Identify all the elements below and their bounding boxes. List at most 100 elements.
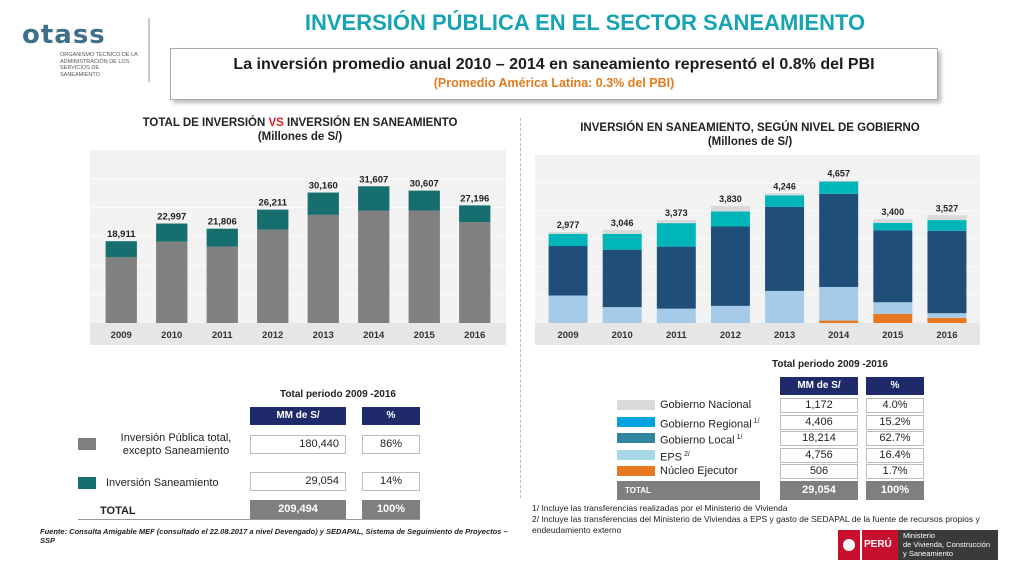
x-tick-2014: 2014	[363, 330, 385, 341]
x-tick-2016: 2016	[936, 330, 957, 341]
bar-2012-series-2	[710, 226, 750, 306]
left-row1-pct: 86%	[362, 435, 420, 454]
bar-2016-series-4	[927, 215, 967, 221]
bar-2009-series-1	[548, 295, 588, 323]
right-row-label-2: Gobierno Local 1/	[660, 431, 778, 448]
logo-subtitle: Organismo Técnico de la Administración d…	[60, 52, 138, 78]
footnote-marker: 2/	[682, 450, 690, 458]
right-legend-swatch-1	[617, 416, 655, 427]
right-row-value-0: 1,172	[780, 398, 858, 413]
bar-2012-series-4	[710, 206, 750, 212]
bar-2009-series-0	[105, 257, 137, 323]
bar-2010-series-2	[602, 249, 642, 308]
total-label-2015: 3,400	[882, 207, 905, 217]
total-label-2013: 30,160	[309, 181, 338, 192]
bar-2014-series-3	[819, 181, 859, 194]
right-row-value-1: 4,406	[780, 414, 858, 430]
left-title-part2: INVERSIÓN EN SANEAMIENTO	[283, 117, 458, 129]
right-row-pct-4: 1.7%	[866, 464, 924, 479]
bar-2014-series-4	[819, 180, 859, 182]
section-divider	[520, 118, 521, 498]
right-table-col1-header: MM de S/	[780, 377, 858, 395]
bar-2014-series-0	[358, 210, 390, 323]
right-total-label: TOTAL	[617, 481, 760, 500]
bar-2011-series-2	[656, 246, 696, 309]
right-row-label-text: EPS	[660, 451, 683, 464]
bar-2015-series-4	[873, 219, 913, 223]
bar-2016-series-1	[927, 313, 967, 318]
bar-2011-series-1	[656, 308, 696, 323]
bar-2013-series-4	[765, 193, 805, 196]
ministry-country: PERÚ	[864, 539, 892, 550]
bar-2010-series-1	[156, 223, 188, 242]
right-row-label-text: Gobierno Nacional	[660, 399, 752, 411]
x-tick-2011: 2011	[212, 330, 233, 341]
x-tick-2014: 2014	[828, 330, 850, 341]
x-axis-band	[535, 323, 980, 345]
logo-divider	[148, 18, 150, 82]
right-row-label-text: Gobierno Regional	[660, 418, 752, 431]
total-label-2013: 4,246	[773, 181, 796, 191]
left-stacked-bar-chart: 18,911 22,997 21,806 26,211 30,160 31,607 30,6…	[90, 150, 506, 345]
left-table-title: Total periodo 2009 -2016	[280, 389, 396, 400]
source-note: Fuente: Consulta Amigable MEF (consultad…	[40, 527, 508, 545]
bar-2009-series-1	[105, 241, 137, 258]
bar-2012-series-3	[710, 211, 750, 227]
right-row-pct-2: 62.7%	[866, 431, 924, 446]
bar-2015-series-1	[873, 302, 913, 314]
left-total-rule	[78, 519, 420, 520]
left-chart-title: TOTAL DE INVERSIÓN VS INVERSIÓN EN SANEA…	[90, 116, 510, 144]
x-tick-2013: 2013	[313, 330, 334, 341]
bar-2010-series-1	[602, 307, 642, 323]
bar-2011-series-1	[206, 228, 238, 247]
right-row-value-4: 506	[780, 464, 858, 479]
footnote-marker: 1/	[734, 434, 743, 441]
left-row1-value: 180,440	[250, 435, 346, 454]
right-row-value-2: 18,214	[780, 431, 858, 446]
left-chart-units: (Millones de S/)	[257, 131, 343, 143]
right-table-title: Total periodo 2009 -2016	[772, 359, 888, 370]
left-table-col2-header: %	[362, 407, 420, 425]
left-table-col1-header: MM de S/	[250, 407, 346, 425]
right-chart-units: (Millones de S/)	[707, 136, 793, 148]
total-label-2010: 22,997	[157, 212, 186, 223]
right-row-pct-3: 16.4%	[866, 447, 924, 463]
bar-2009-series-4	[548, 232, 588, 234]
left-row2-label: Inversión Saneamiento	[106, 477, 219, 489]
footnote-2: 2/ Incluye las transferencias del Minist…	[532, 514, 980, 535]
total-label-2010: 3,046	[611, 218, 634, 228]
bar-2015-series-2	[873, 230, 913, 303]
bar-2016-series-2	[927, 230, 967, 314]
right-legend-swatch-4	[617, 466, 655, 476]
x-tick-2015: 2015	[882, 330, 904, 341]
right-row-label-text: Gobierno Local	[660, 434, 735, 447]
left-title-vs: VS	[268, 117, 284, 129]
total-label-2016: 27,196	[460, 193, 489, 204]
left-chart-heading: TOTAL DE INVERSIÓN VS INVERSIÓN EN SANEA…	[90, 116, 510, 130]
footnote-marker: 1/	[751, 417, 760, 425]
right-table-col2-header: %	[866, 377, 924, 395]
left-total-pct: 100%	[362, 500, 420, 519]
bar-2013-series-0	[307, 214, 339, 323]
bar-2013-series-1	[765, 290, 805, 323]
bar-2013-series-1	[307, 192, 339, 215]
banner-headline: La inversión promedio anual 2010 – 2014 …	[233, 56, 875, 73]
bar-2010-series-3	[602, 233, 642, 250]
bar-2009-series-2	[548, 246, 588, 296]
right-legend-swatch-2	[617, 433, 655, 443]
total-label-2016: 3,527	[936, 203, 959, 213]
right-row-value-3: 4,756	[780, 447, 858, 463]
left-total-value: 209,494	[250, 500, 346, 519]
bar-2014-series-1	[358, 186, 390, 211]
total-label-2015: 30,607	[410, 179, 439, 190]
bar-2011-series-0	[206, 246, 238, 323]
total-label-2014: 4,657	[827, 169, 850, 179]
total-label-2009: 18,911	[107, 229, 136, 240]
bar-2012-series-1	[257, 209, 289, 230]
x-axis-band	[90, 323, 506, 345]
right-row-pct-1: 15.2%	[866, 414, 924, 430]
bar-2012-series-0	[257, 229, 289, 323]
ministry-line2: de Vivienda, Construcción	[903, 540, 990, 549]
bar-2016-series-3	[927, 220, 967, 231]
left-row2-value: 29,054	[250, 472, 346, 491]
